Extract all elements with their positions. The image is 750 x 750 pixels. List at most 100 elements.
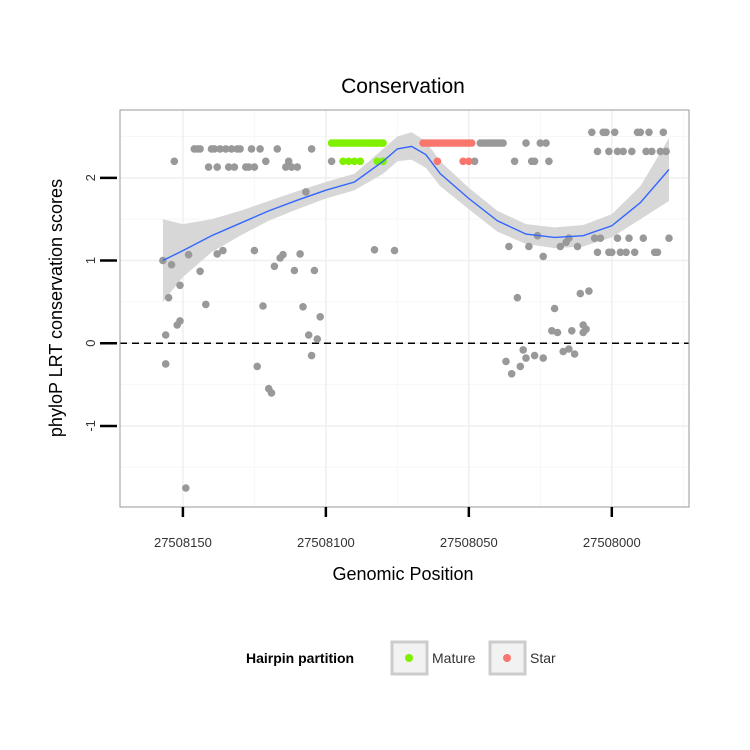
data-point-other (613, 147, 622, 156)
data-point-other (327, 157, 336, 166)
data-point-other (530, 351, 539, 360)
legend-title: Hairpin partition (246, 650, 354, 666)
data-point-other (539, 354, 547, 362)
data-point-other (230, 163, 239, 171)
data-point-other (590, 234, 599, 242)
data-point-other (556, 242, 565, 251)
data-point-other (628, 147, 636, 156)
data-point-star (459, 157, 467, 166)
data-point-other (224, 163, 233, 171)
data-point-other (642, 147, 650, 156)
x-tick-label: 27508000 (583, 535, 641, 550)
data-point-other (167, 260, 176, 269)
confidence-band-area (162, 132, 669, 302)
data-point-other (390, 246, 399, 255)
data-point-other (290, 266, 299, 275)
data-point-other (270, 262, 279, 271)
data-point-other (182, 484, 190, 492)
data-point-other (222, 145, 230, 153)
data-point-other (502, 357, 510, 366)
data-point-mature (344, 157, 353, 166)
data-point-other (648, 147, 656, 156)
data-point-other (307, 351, 316, 360)
data-point-other (659, 128, 668, 137)
data-point-other (570, 350, 579, 358)
data-point-other (273, 145, 282, 153)
data-point-other (279, 250, 287, 259)
data-point-other (304, 331, 313, 339)
data-point-other (499, 139, 507, 147)
data-point-other (161, 360, 170, 368)
data-point-other (645, 128, 653, 137)
confidence-band (162, 132, 669, 302)
data-point-other (296, 250, 304, 258)
data-point-other (630, 248, 639, 257)
data-point-other (625, 234, 633, 242)
data-point-other (287, 163, 296, 171)
data-point-other (542, 139, 550, 147)
data-point-other (565, 345, 573, 353)
data-point-other (616, 248, 625, 257)
data-point-mature (356, 157, 365, 166)
data-point-other (656, 147, 665, 156)
x-axis-title: Genomic Position (332, 564, 473, 584)
data-point-other (559, 347, 567, 356)
data-point-other (262, 157, 270, 166)
data-point-other (176, 317, 184, 325)
data-point-other (522, 139, 530, 147)
grid-lines (120, 110, 689, 507)
smooth-curve (162, 145, 670, 262)
data-point-other (619, 147, 627, 156)
data-point-mature (379, 139, 387, 147)
data-points (159, 128, 673, 492)
data-point-other (576, 289, 585, 298)
data-point-other (161, 331, 170, 339)
data-point-other (202, 300, 210, 309)
data-point-other (213, 163, 221, 171)
data-point-other (548, 327, 556, 335)
data-point-other (568, 327, 576, 335)
data-point-other (299, 303, 307, 311)
data-point-other (282, 163, 290, 171)
data-point-other (608, 248, 616, 257)
data-point-other (302, 188, 310, 196)
data-point-other (565, 234, 573, 242)
data-point-other (184, 250, 193, 259)
y-tick-label: 2 (83, 174, 98, 181)
legend: Hairpin partition Mature Star (246, 640, 556, 676)
data-point-mature (350, 157, 359, 166)
x-axis: 27508150 27508100 27508050 27508000 (154, 507, 641, 550)
data-point-other (513, 293, 522, 302)
data-point-other (250, 163, 259, 171)
data-point-other (585, 287, 593, 295)
data-point-other (636, 128, 645, 137)
data-point-other (613, 234, 622, 242)
data-point-other (516, 362, 525, 371)
data-point-other (622, 248, 630, 257)
data-point-other (588, 128, 596, 137)
data-point-mature (373, 157, 382, 166)
y-tick-label: 0 (83, 340, 98, 347)
data-point-other (536, 139, 545, 147)
x-tick-label: 27508050 (440, 535, 498, 550)
data-point-other (196, 267, 204, 276)
data-point-other (553, 328, 562, 337)
data-point-other (370, 246, 379, 254)
data-point-other (310, 266, 319, 275)
data-point-star (467, 139, 476, 147)
data-point-other (210, 145, 219, 153)
data-point-other (316, 313, 325, 321)
data-point-other (507, 370, 516, 378)
data-point-other (522, 354, 530, 362)
data-point-other (219, 246, 227, 255)
smooth-line (162, 145, 670, 262)
data-point-other (639, 234, 648, 242)
data-point-other (470, 157, 479, 166)
data-point-other (176, 281, 184, 290)
plot-panel-border (119, 109, 690, 508)
data-point-other (213, 250, 221, 258)
data-point-other (313, 335, 322, 343)
legend-label-mature: Mature (432, 650, 476, 666)
data-point-other (227, 145, 236, 153)
